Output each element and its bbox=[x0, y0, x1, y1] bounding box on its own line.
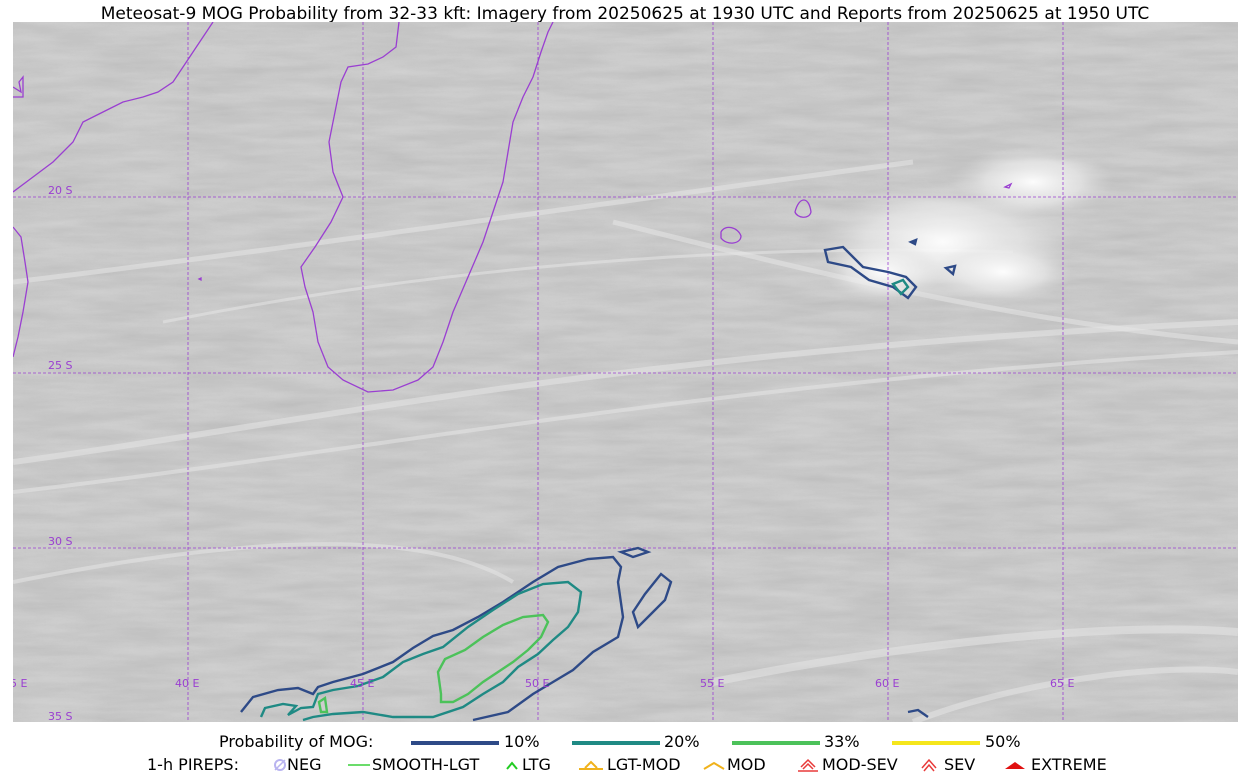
probability-33-label: 33% bbox=[824, 732, 860, 751]
africa-coast-south bbox=[13, 226, 29, 358]
lon-label-40e: 40 E bbox=[175, 677, 199, 690]
caret-icon bbox=[506, 761, 518, 770]
cloud-streaks bbox=[13, 159, 1238, 722]
satellite-map[interactable]: 20 S 25 S 30 S 35 S 35 E 40 E 45 E 50 E … bbox=[13, 22, 1238, 722]
madagascar-coast bbox=[300, 22, 554, 393]
cloud-cluster bbox=[813, 147, 1113, 302]
africa-coast-north bbox=[13, 75, 24, 98]
latitude-labels: 20 S 25 S 30 S 35 S bbox=[48, 184, 72, 722]
mog-contours-10pct bbox=[240, 238, 957, 722]
pirep-extreme-label: EXTREME bbox=[1031, 755, 1107, 774]
pirep-neg-label: NEG bbox=[287, 755, 322, 774]
coastlines bbox=[13, 22, 1013, 393]
reunion-coast bbox=[720, 226, 742, 244]
mozambique-coast bbox=[13, 22, 214, 193]
lon-label-50e: 50 E bbox=[525, 677, 549, 690]
neg-icon bbox=[274, 759, 286, 771]
pirep-legend: 1-h PIREPS: NEG SMOOTH-LGT LTG LGT-MOD M… bbox=[0, 754, 1250, 776]
lon-label-60e: 60 E bbox=[875, 677, 899, 690]
pirep-sev-label: SEV bbox=[944, 755, 976, 774]
lon-label-55e: 55 E bbox=[700, 677, 724, 690]
probability-20-swatch bbox=[572, 741, 660, 745]
pirep-lgt-mod-label: LGT-MOD bbox=[607, 755, 681, 774]
filled-caret-icon bbox=[1005, 762, 1025, 769]
probability-10-swatch bbox=[411, 741, 499, 745]
probability-20-label: 20% bbox=[664, 732, 700, 751]
probability-legend-label: Probability of MOG: bbox=[219, 732, 374, 751]
page-title: Meteosat-9 MOG Probability from 32-33 kf… bbox=[100, 4, 1150, 24]
mauritius-coast bbox=[794, 199, 812, 218]
probability-50-swatch bbox=[892, 741, 980, 745]
pirep-ltg-label: LTG bbox=[522, 755, 551, 774]
lon-label-35e: 35 E bbox=[13, 677, 27, 690]
lat-label-30s: 30 S bbox=[48, 535, 72, 548]
pirep-smooth-lgt-label: SMOOTH-LGT bbox=[372, 755, 480, 774]
lon-label-65e: 65 E bbox=[1050, 677, 1074, 690]
pirep-mod-sev-label: MOD-SEV bbox=[822, 755, 898, 774]
double-caret-bar-icon bbox=[798, 758, 818, 772]
probability-50-label: 50% bbox=[985, 732, 1021, 751]
line-icon bbox=[348, 764, 370, 766]
pirep-mod-label: MOD bbox=[727, 755, 766, 774]
probability-33-swatch bbox=[732, 741, 820, 745]
double-caret-icon bbox=[921, 758, 937, 772]
gridlines bbox=[13, 22, 1238, 722]
probability-10-label: 10% bbox=[504, 732, 540, 751]
caret-bar-icon bbox=[579, 760, 603, 770]
probability-legend: Probability of MOG: 10% 20% 33% 50% bbox=[0, 731, 1250, 753]
lon-label-45e: 45 E bbox=[350, 677, 374, 690]
mog-contours-33pct bbox=[317, 613, 550, 714]
islet-1 bbox=[197, 276, 202, 282]
longitude-labels: 35 E 40 E 45 E 50 E 55 E 60 E 65 E bbox=[13, 677, 1074, 690]
pirep-legend-label: 1-h PIREPS: bbox=[147, 755, 239, 774]
lat-label-35s: 35 S bbox=[48, 710, 72, 722]
caret-icon bbox=[703, 761, 725, 770]
lat-label-25s: 25 S bbox=[48, 359, 72, 372]
lat-label-20s: 20 S bbox=[48, 184, 72, 197]
mog-contours-20pct bbox=[259, 278, 910, 722]
rodrigues-coast bbox=[1003, 182, 1013, 189]
